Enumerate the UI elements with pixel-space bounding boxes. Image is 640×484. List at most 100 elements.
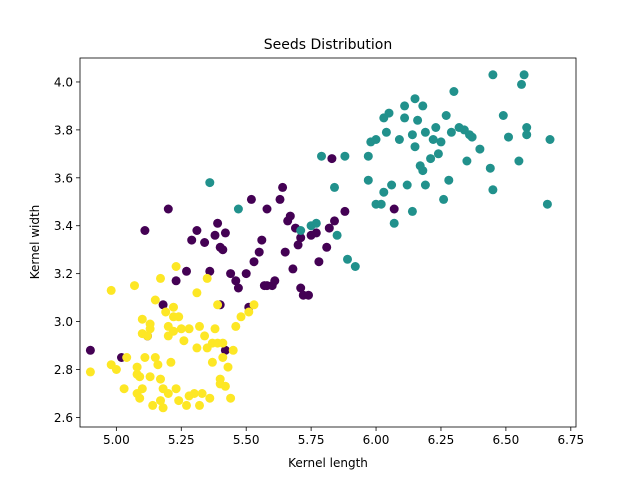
point-series-2-46 <box>189 389 199 398</box>
point-series-0-38 <box>288 264 298 274</box>
y-tick-label: 2.8 <box>54 363 73 377</box>
point-series-1-44 <box>444 175 454 185</box>
point-series-1-8 <box>340 151 350 161</box>
point-series-0-3 <box>140 226 150 235</box>
point-series-0-24 <box>246 194 256 204</box>
point-series-2-63 <box>218 338 228 348</box>
point-series-1-30 <box>410 142 420 152</box>
point-series-1-14 <box>371 135 381 144</box>
point-series-2-68 <box>228 345 238 355</box>
point-series-1-37 <box>426 154 436 164</box>
point-series-2-22 <box>150 353 160 362</box>
point-series-0-21 <box>233 283 243 293</box>
point-series-1-2 <box>296 226 306 235</box>
point-series-2-18 <box>145 319 155 329</box>
x-tick-label: 5.25 <box>168 433 195 447</box>
point-series-1-12 <box>363 175 373 185</box>
point-series-2-69 <box>231 321 241 331</box>
point-series-2-59 <box>213 300 223 310</box>
point-series-2-15 <box>140 353 150 362</box>
point-series-0-13 <box>210 230 220 240</box>
point-series-1-38 <box>428 135 438 144</box>
point-series-2-33 <box>166 357 176 367</box>
point-series-1-40 <box>433 149 443 159</box>
point-series-1-63 <box>542 199 552 209</box>
point-series-2-24 <box>156 374 165 384</box>
point-series-0-5 <box>163 204 173 214</box>
x-axis-label: Kernel length <box>288 456 368 470</box>
point-series-2-71 <box>244 307 254 317</box>
point-series-2-65 <box>220 381 230 391</box>
x-tick-label: 5.00 <box>103 433 130 447</box>
point-series-0-15 <box>218 245 228 255</box>
point-series-0-33 <box>275 194 285 204</box>
point-series-1-4 <box>311 218 321 228</box>
point-series-0-8 <box>187 235 197 245</box>
point-series-1-10 <box>350 262 360 271</box>
point-series-2-72 <box>249 300 259 310</box>
point-series-2-12 <box>137 384 147 394</box>
point-series-1-59 <box>517 79 526 89</box>
point-series-0-12 <box>213 218 223 228</box>
point-series-0-47 <box>314 257 324 267</box>
point-series-2-10 <box>135 372 145 382</box>
point-series-0-0 <box>85 345 95 355</box>
point-series-2-13 <box>137 314 147 324</box>
point-series-2-41 <box>176 324 186 334</box>
point-series-1-41 <box>436 137 446 147</box>
x-tick-label: 6.25 <box>428 433 455 447</box>
point-series-2-66 <box>223 362 233 372</box>
point-series-1-24 <box>400 101 410 111</box>
point-series-1-21 <box>387 180 397 190</box>
y-tick-label: 2.6 <box>54 411 73 425</box>
point-series-0-44 <box>304 290 313 300</box>
point-series-0-48 <box>322 242 332 252</box>
point-series-2-28 <box>158 403 168 413</box>
point-series-2-29 <box>161 307 171 317</box>
point-series-2-4 <box>119 384 129 394</box>
y-tick-label: 3.6 <box>54 171 73 185</box>
point-series-1-9 <box>343 254 352 264</box>
point-series-1-1 <box>233 204 243 214</box>
point-series-1-28 <box>407 206 417 216</box>
point-series-0-40 <box>293 240 303 250</box>
point-series-0-41 <box>296 233 306 243</box>
point-series-2-42 <box>179 336 189 346</box>
x-tick-label: 5.50 <box>233 433 260 447</box>
point-series-2-21 <box>150 295 160 305</box>
point-series-2-32 <box>163 389 173 398</box>
point-series-2-25 <box>156 273 165 283</box>
point-series-0-34 <box>278 182 288 192</box>
point-series-2-40 <box>174 396 184 406</box>
point-series-1-5 <box>317 151 326 161</box>
plot-frame <box>79 57 577 428</box>
point-series-2-43 <box>182 400 191 410</box>
point-series-2-6 <box>130 281 139 291</box>
point-series-1-53 <box>485 163 495 173</box>
y-axis-label: Kernel width <box>28 205 42 280</box>
point-series-2-47 <box>192 343 202 353</box>
point-series-0-37 <box>285 211 295 221</box>
point-series-1-57 <box>504 132 513 142</box>
point-series-0-10 <box>200 238 210 247</box>
point-series-0-51 <box>330 216 339 226</box>
point-series-2-5 <box>122 353 132 362</box>
point-series-2-50 <box>195 321 204 331</box>
point-series-1-39 <box>431 123 441 132</box>
point-series-2-19 <box>145 372 155 382</box>
y-tick-label: 4.0 <box>54 75 73 89</box>
y-tick-label: 3.8 <box>54 123 73 137</box>
point-series-1-45 <box>446 127 456 137</box>
point-series-1-35 <box>420 127 430 137</box>
y-tick-label: 3.4 <box>54 219 73 233</box>
point-series-2-44 <box>184 324 194 334</box>
point-series-0-32 <box>270 276 280 286</box>
point-series-1-51 <box>467 132 477 142</box>
point-series-0-4 <box>158 300 168 310</box>
point-series-1-22 <box>389 218 399 228</box>
point-series-1-34 <box>418 101 428 111</box>
point-series-1-0 <box>205 178 215 188</box>
chart-title: Seeds Distribution <box>264 37 392 53</box>
